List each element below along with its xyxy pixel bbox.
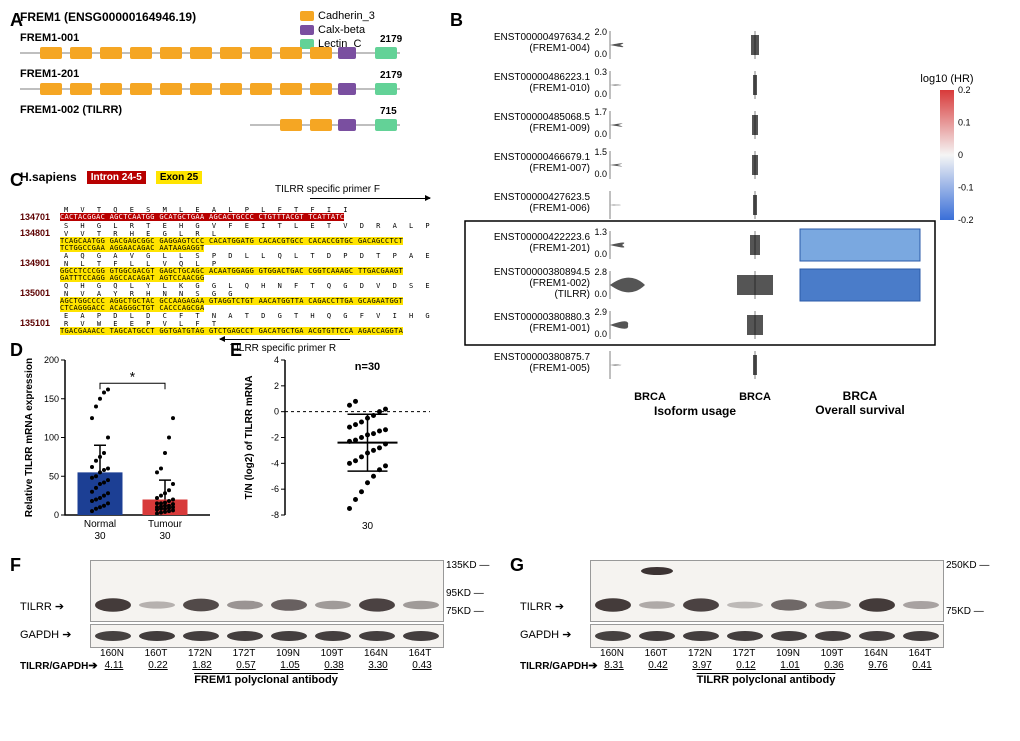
svg-text:0.0: 0.0	[594, 329, 607, 339]
exon-tag: Exon 25	[156, 171, 202, 184]
sequence-row: 135001 Q H G Q L Y L K G G L Q H N F T Q…	[20, 282, 440, 312]
panel-e: -8 -6 -4 -2 0 2 4 n=30 30 T/N (log2) of TILRR mRN…	[240, 350, 440, 550]
svg-text:0.0: 0.0	[594, 249, 607, 259]
svg-text:1.7: 1.7	[594, 107, 607, 117]
species-label: H.sapiens	[20, 170, 77, 184]
lane-labels: 160N160T172N172T109N109T164N164T	[590, 648, 1000, 659]
primer-f-arrow	[310, 198, 430, 199]
tilrr-label: TILRR ➔	[520, 600, 564, 613]
tilrr-label: TILRR ➔	[20, 600, 64, 613]
svg-text:ENST00000486223.1: ENST00000486223.1	[494, 72, 591, 83]
svg-text:log10 (HR): log10 (HR)	[920, 73, 973, 85]
gapdh-label: GAPDH ➔	[520, 628, 571, 641]
svg-text:4: 4	[274, 355, 279, 365]
antibody-label: FREM1 polyclonal antibody	[90, 674, 442, 686]
panel-a: FREM1 (ENSG00000164946.19) Cadherin_3 Cal…	[20, 10, 440, 132]
gapdh-label: GAPDH ➔	[20, 628, 71, 641]
svg-text:30: 30	[94, 531, 106, 542]
svg-text:ENST00000497634.2: ENST00000497634.2	[494, 32, 591, 43]
panel-b: ENST00000497634.2(FREM1-004)2.00.0ENST00…	[460, 10, 1000, 440]
svg-text:BRCA: BRCA	[634, 391, 666, 403]
svg-text:ENST00000380894.5: ENST00000380894.5	[494, 267, 591, 278]
svg-text:n=30: n=30	[355, 361, 380, 373]
svg-text:(FREM1-006): (FREM1-006)	[529, 203, 590, 214]
svg-text:Relative TILRR mRNA expression: Relative TILRR mRNA expression	[24, 358, 35, 517]
svg-text:0.0: 0.0	[594, 169, 607, 179]
sequence-row: 135101 E A P D L D C F T N A T D G T H Q…	[20, 312, 440, 335]
svg-text:2: 2	[274, 381, 279, 391]
svg-text:Overall survival: Overall survival	[815, 403, 904, 417]
legend-item: Cadherin_3	[300, 10, 375, 22]
svg-text:0.3: 0.3	[594, 67, 607, 77]
svg-text:(FREM1-001): (FREM1-001)	[529, 323, 590, 334]
legend-item: Calx-beta	[300, 24, 375, 36]
svg-text:2.8: 2.8	[594, 267, 607, 277]
svg-text:-8: -8	[271, 510, 279, 520]
svg-text:0: 0	[958, 150, 963, 160]
svg-text:30: 30	[362, 521, 374, 532]
svg-text:(FREM1-010): (FREM1-010)	[529, 83, 590, 94]
isoform-row: FREM1-201 2179	[20, 68, 440, 96]
figure: A FREM1 (ENSG00000164946.19) Cadherin_3C…	[10, 10, 1010, 730]
svg-text:ENST00000422223.6: ENST00000422223.6	[494, 232, 591, 243]
svg-text:(FREM1-201): (FREM1-201)	[529, 243, 590, 254]
svg-text:0.0: 0.0	[594, 289, 607, 299]
svg-text:0.0: 0.0	[594, 129, 607, 139]
svg-text:T/N (log2) of TILRR mRNA: T/N (log2) of TILRR mRNA	[244, 376, 255, 500]
svg-text:0.2: 0.2	[958, 85, 971, 95]
svg-text:2.9: 2.9	[594, 307, 607, 317]
svg-text:100: 100	[44, 433, 59, 443]
svg-text:(FREM1-004): (FREM1-004)	[529, 43, 590, 54]
svg-text:ENST00000380875.7: ENST00000380875.7	[494, 352, 591, 363]
svg-text:Isoform usage: Isoform usage	[654, 404, 736, 418]
svg-text:30: 30	[159, 531, 171, 542]
svg-text:0.1: 0.1	[958, 118, 971, 128]
svg-text:0.0: 0.0	[594, 49, 607, 59]
svg-text:BRCA: BRCA	[739, 391, 771, 403]
svg-text:2.0: 2.0	[594, 27, 607, 37]
primer-f-label: TILRR specific primer F	[275, 184, 380, 195]
svg-text:(TILRR): (TILRR)	[554, 289, 590, 300]
svg-text:ENST00000485068.5: ENST00000485068.5	[494, 112, 591, 123]
svg-text:(FREM1-007): (FREM1-007)	[529, 163, 590, 174]
svg-text:1.3: 1.3	[594, 227, 607, 237]
svg-text:Normal: Normal	[84, 519, 116, 530]
svg-text:ENST00000427623.5: ENST00000427623.5	[494, 192, 591, 203]
svg-text:(FREM1-002): (FREM1-002)	[529, 278, 590, 289]
sequence-row: 134801 S H G L R T E H G V F E I T L E T…	[20, 222, 440, 252]
svg-text:0: 0	[54, 510, 59, 520]
svg-text:200: 200	[44, 355, 59, 365]
panel-d: 050100150200Normal30Tumour30*Relative TI…	[20, 350, 220, 550]
isoform-row: FREM1-001 2179	[20, 32, 440, 60]
svg-text:*: *	[130, 368, 136, 384]
sequence-block: 134701 M V T Q E S M L E A L P L F T F I…	[20, 206, 440, 335]
svg-text:Tumour: Tumour	[148, 519, 183, 530]
sequence-row: 134901 A Q G A V G L L S P D L L Q L T D…	[20, 252, 440, 282]
svg-text:-2: -2	[271, 433, 279, 443]
svg-text:0: 0	[274, 407, 279, 417]
svg-text:ENST00000380880.3: ENST00000380880.3	[494, 312, 591, 323]
svg-text:0.0: 0.0	[594, 89, 607, 99]
sequence-row: 134701 M V T Q E S M L E A L P L F T F I…	[20, 206, 440, 222]
svg-text:-0.2: -0.2	[958, 215, 974, 225]
svg-text:(FREM1-009): (FREM1-009)	[529, 123, 590, 134]
svg-text:BRCA: BRCA	[843, 389, 878, 403]
intron-tag: Intron 24-5	[87, 171, 146, 184]
gene-title: FREM1 (ENSG00000164946.19)	[20, 10, 440, 24]
svg-text:1.5: 1.5	[594, 147, 607, 157]
svg-text:-0.1: -0.1	[958, 183, 974, 193]
svg-text:50: 50	[49, 471, 59, 481]
isoform-row: FREM1-002 (TILRR) 715	[20, 104, 440, 132]
panel-f: 135KD —95KD —75KD —TILRR ➔GAPDH ➔160N160…	[20, 560, 500, 686]
svg-text:-4: -4	[271, 458, 279, 468]
svg-text:-6: -6	[271, 484, 279, 494]
svg-text:150: 150	[44, 394, 59, 404]
panel-c: H.sapiens Intron 24-5 Exon 25 TILRR spec…	[20, 170, 440, 355]
antibody-label: TILRR polyclonal antibody	[590, 674, 942, 686]
panel-g: 250KD —75KD —TILRR ➔GAPDH ➔160N160T172N1…	[520, 560, 1000, 686]
svg-text:(FREM1-005): (FREM1-005)	[529, 363, 590, 374]
lane-labels: 160N160T172N172T109N109T164N164T	[90, 648, 500, 659]
svg-text:ENST00000466679.1: ENST00000466679.1	[494, 152, 591, 163]
